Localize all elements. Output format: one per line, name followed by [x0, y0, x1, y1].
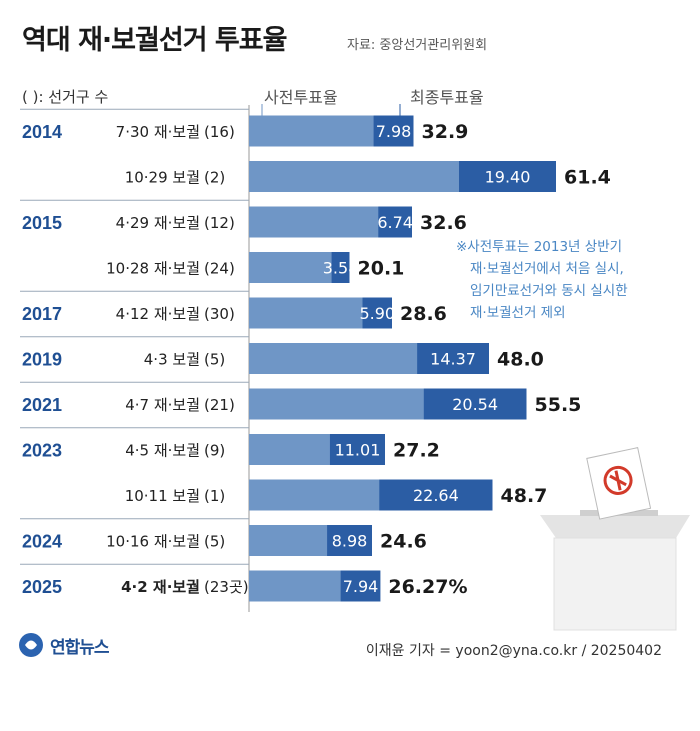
ballot-box-illustration: [540, 447, 690, 631]
early-bar: [379, 479, 493, 511]
election-label: 4·2 재·보궐: [121, 578, 200, 596]
early-bar: [340, 570, 381, 602]
footnote-line: 재·보궐선거에서 처음 실시,: [470, 261, 624, 277]
early-value-label: 7.98: [376, 122, 412, 141]
election-label: 4·5 재·보궐: [125, 442, 200, 460]
early-value-label: 3.58: [323, 259, 359, 278]
early-value-label: 19.40: [485, 168, 531, 187]
early-bar: [329, 434, 385, 465]
final-value-label: 48.7: [501, 485, 548, 507]
early-bar: [362, 297, 392, 329]
year-label: 2017: [22, 304, 62, 324]
election-label: 10·28 재·보궐: [106, 260, 200, 278]
footnote: ※사전투표는 2013년 상반기 재·보궐선거에서 처음 실시, 임기만료선거와…: [456, 236, 696, 324]
final-value-label: 32.6: [420, 212, 467, 234]
district-count: (12): [204, 214, 235, 232]
footnote-line: 임기만료선거와 동시 실시한: [470, 283, 628, 299]
legend-final-label: 최종투표율: [410, 88, 484, 107]
early-value-label: 20.54: [452, 395, 498, 414]
early-bar: [331, 252, 350, 283]
final-value-label: 27.2: [393, 440, 440, 462]
final-value-label: 61.4: [564, 167, 611, 189]
election-label: 10·11 보궐: [125, 487, 200, 505]
early-value-label: 14.37: [430, 350, 476, 369]
footnote-line: ※사전투표는 2013년 상반기: [456, 239, 623, 255]
early-value-label: 8.98: [332, 532, 368, 551]
early-bar: [423, 388, 527, 420]
final-value-label: 24.6: [380, 531, 427, 553]
district-count: (16): [204, 123, 235, 141]
district-count: (21): [204, 396, 235, 414]
final-value-label: 26.27%: [388, 576, 467, 598]
early-bar: [378, 206, 412, 238]
final-value-label: 32.9: [422, 121, 469, 143]
election-label: 4·3 보궐: [144, 351, 200, 369]
early-bar: [459, 161, 556, 192]
yonhap-logo-icon: [19, 633, 43, 657]
early-bar: [417, 343, 489, 374]
early-bar: [373, 115, 414, 147]
early-value-label: 7.94: [343, 577, 379, 596]
election-label: 4·29 재·보궐: [116, 214, 200, 232]
footnote-line: 재·보궐선거 제외: [470, 305, 566, 321]
early-value-label: 22.64: [413, 486, 459, 505]
legend-early-label: 사전투표율: [264, 88, 338, 107]
district-count: (23곳): [204, 578, 249, 596]
early-value-label: 5.90: [359, 304, 395, 323]
early-bar: [327, 525, 372, 556]
early-value-label: 11.01: [335, 441, 381, 460]
final-value-label: 28.6: [400, 303, 447, 325]
year-label: 2021: [22, 395, 62, 415]
election-label: 10·29 보궐: [125, 169, 200, 187]
district-count: (1): [204, 487, 225, 505]
final-value-label: 20.1: [358, 258, 405, 280]
election-label: 4·7 재·보궐: [125, 396, 200, 414]
publisher-logo: 연합뉴스: [18, 632, 110, 658]
source-label: 자료: 중앙선거관리위원회: [347, 38, 488, 53]
final-value-label: 48.0: [497, 349, 544, 371]
district-count: (30): [204, 305, 235, 323]
district-count: (9): [204, 442, 225, 460]
chart-title: 역대 재·보궐선거 투표율: [22, 25, 287, 56]
district-count: (5): [204, 351, 225, 369]
election-label: 10·16 재·보궐: [106, 533, 200, 551]
election-label: 4·12 재·보궐: [116, 305, 200, 323]
logo-text: 연합뉴스: [50, 637, 110, 658]
year-label: 2025: [22, 577, 62, 597]
legend-note: ( ): 선거구 수: [22, 88, 109, 106]
district-count: (2): [204, 169, 225, 187]
year-label: 2023: [22, 441, 62, 461]
year-label: 2015: [22, 213, 62, 233]
election-label: 7·30 재·보궐: [116, 123, 200, 141]
year-label: 2019: [22, 350, 62, 370]
year-label: 2014: [22, 122, 62, 142]
credit-line: 이재윤 기자 = yoon2@yna.co.kr / 20250402: [365, 643, 662, 659]
early-value-label: 6.74: [377, 213, 413, 232]
district-count: (24): [204, 260, 235, 278]
year-label: 2024: [22, 532, 62, 552]
district-count: (5): [204, 533, 225, 551]
final-value-label: 55.5: [535, 394, 582, 416]
